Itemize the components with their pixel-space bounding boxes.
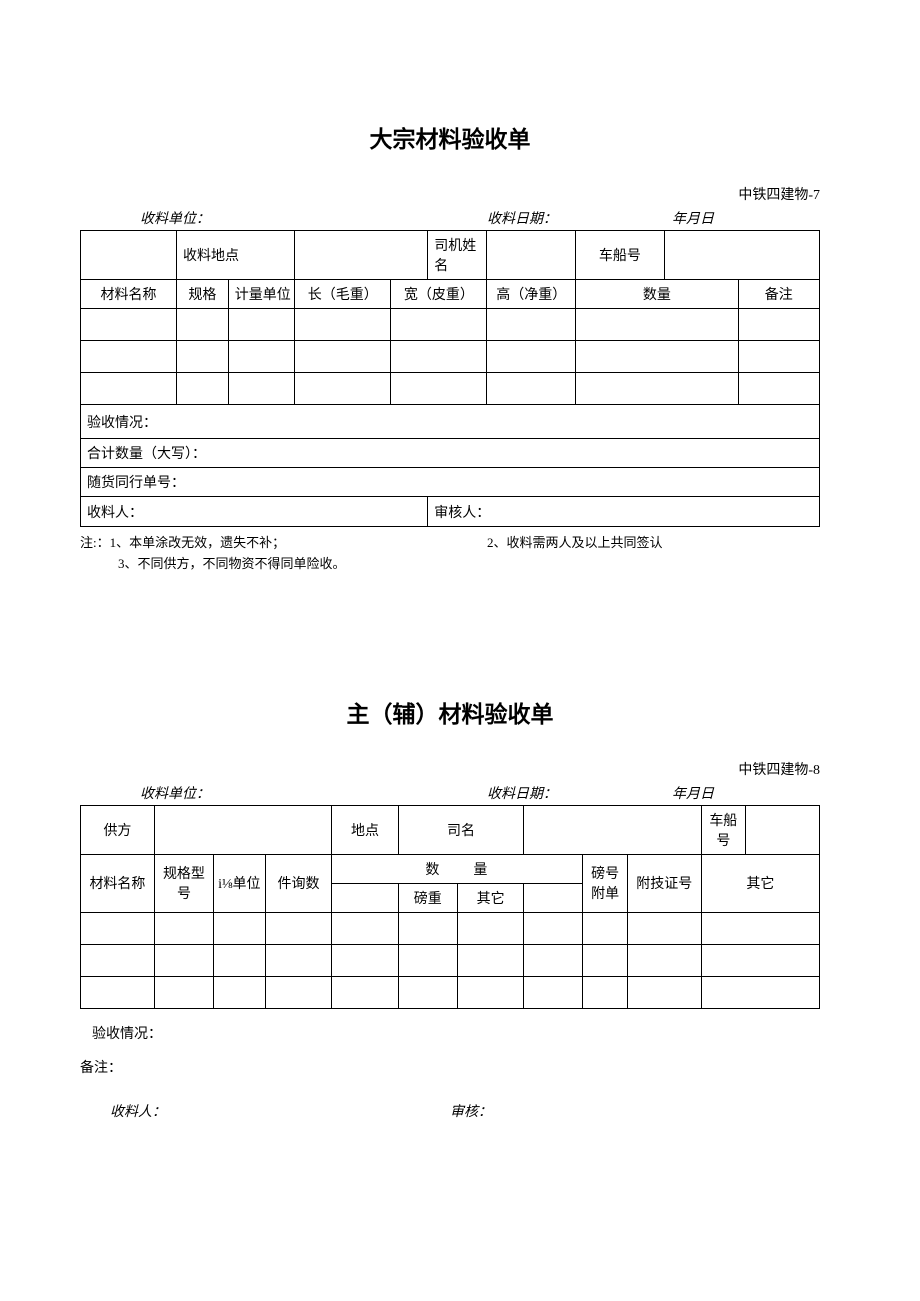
cell [745,805,819,854]
col-material: 材料名称 [81,854,155,912]
form2-auditor: 审核： [450,1101,820,1121]
col-unit: i⅛单位 [214,854,266,912]
col-cert: 附技证号 [627,854,701,912]
form-bulk-material: 大宗材料验收单 中铁四建物-7 收料单位： 收料日期： 年月日 收料地点 司机姓… [80,120,820,575]
form2-title: 主（辅）材料验收单 [80,695,820,729]
table-row [81,976,820,1008]
form1-date-fmt: 年月日 [672,208,820,228]
form2-code: 中铁四建物-8 [80,759,820,779]
form1-row-inspection: 验收情况： [81,405,820,439]
form1-row-sig: 收料人： 审核人： [81,497,820,527]
table-row [81,341,820,373]
form1-row-total: 合计数量（大写）： [81,439,820,468]
table-row [81,912,820,944]
cell-supplier: 供方 [81,805,155,854]
form1-row-doc: 随货同行单号： [81,468,820,497]
note-2: 2、收料需两人及以上共同签认 [487,533,820,554]
col-width: 宽（皮重） [391,280,487,309]
table-row [81,944,820,976]
cell-vehicle-label: 车船号 [576,231,665,280]
cell [664,231,819,280]
col-weigh: 磅号附单 [583,854,627,912]
col-q4 [524,883,583,912]
form2-date-fmt: 年月日 [672,783,820,803]
cell-inspection: 验收情况： [81,405,820,439]
col-height: 高（净重） [487,280,576,309]
form1-row-info: 收料地点 司机姓名 车船号 [81,231,820,280]
col-count: 件询数 [265,854,332,912]
form2-unit-label: 收料单位： [80,783,487,803]
col-other: 其它 [701,854,819,912]
form2-table: 供方 地点 司名 车船号 材料名称 规格型号 i⅛单位 件询数 数 量 磅号附单… [80,805,820,1009]
cell-doc: 随货同行单号： [81,468,820,497]
cell-location-label: 收料地点 [177,231,295,280]
form1-title: 大宗材料验收单 [80,120,820,154]
form2-remark: 备注： [80,1057,820,1077]
cell-siname: 司名 [398,805,524,854]
form1-code: 中铁四建物-7 [80,184,820,204]
form2-row-headers-top: 材料名称 规格型号 i⅛单位 件询数 数 量 磅号附单 附技证号 其它 [81,854,820,883]
col-spec: 规格 [177,280,229,309]
form2-date-label: 收料日期： [487,783,672,803]
table-row [81,373,820,405]
col-spec: 规格型号 [154,854,213,912]
form1-unit-label: 收料单位： [80,208,487,228]
cell-vehicle: 车船号 [701,805,745,854]
col-qty-group: 数 量 [332,854,583,883]
cell-receiver: 收料人： [81,497,428,527]
col-remark: 备注 [738,280,819,309]
col-q1 [332,883,399,912]
cell [295,231,428,280]
form1-notes: 注:：1、本单涂改无效，遗失不补； 2、收料需两人及以上共同签认 3、不同供方，… [80,533,820,575]
cell [81,231,177,280]
form1-date-label: 收料日期： [487,208,672,228]
form2-row-info: 供方 地点 司名 车船号 [81,805,820,854]
cell-location: 地点 [332,805,399,854]
cell [487,231,576,280]
col-unit: 计量单位 [228,280,295,309]
cell [154,805,331,854]
form2-signature: 收料人： 审核： [80,1101,820,1121]
form1-row-headers: 材料名称 规格 计量单位 长（毛重） 宽（皮重） 高（净重） 数量 备注 [81,280,820,309]
form2-header: 收料单位： 收料日期： 年月日 [80,783,820,803]
cell-total: 合计数量（大写）： [81,439,820,468]
col-q2: 磅重 [398,883,457,912]
col-length: 长（毛重） [295,280,391,309]
cell-auditor: 审核人： [428,497,820,527]
form2-receiver: 收料人： [80,1101,450,1121]
cell [524,805,701,854]
table-row [81,309,820,341]
form1-table: 收料地点 司机姓名 车船号 材料名称 规格 计量单位 长（毛重） 宽（皮重） 高… [80,230,820,527]
note-1: 注:：1、本单涂改无效，遗失不补； [80,533,487,554]
form1-header: 收料单位： 收料日期： 年月日 [80,208,820,228]
form-main-material: 主（辅）材料验收单 中铁四建物-8 收料单位： 收料日期： 年月日 供方 地点 … [80,695,820,1121]
form2-inspection: 验收情况： [80,1023,820,1043]
col-material: 材料名称 [81,280,177,309]
col-q3: 其它 [457,883,524,912]
col-qty: 数量 [576,280,739,309]
cell-driver-label: 司机姓名 [428,231,487,280]
note-3: 3、不同供方，不同物资不得同单险收。 [80,554,820,575]
